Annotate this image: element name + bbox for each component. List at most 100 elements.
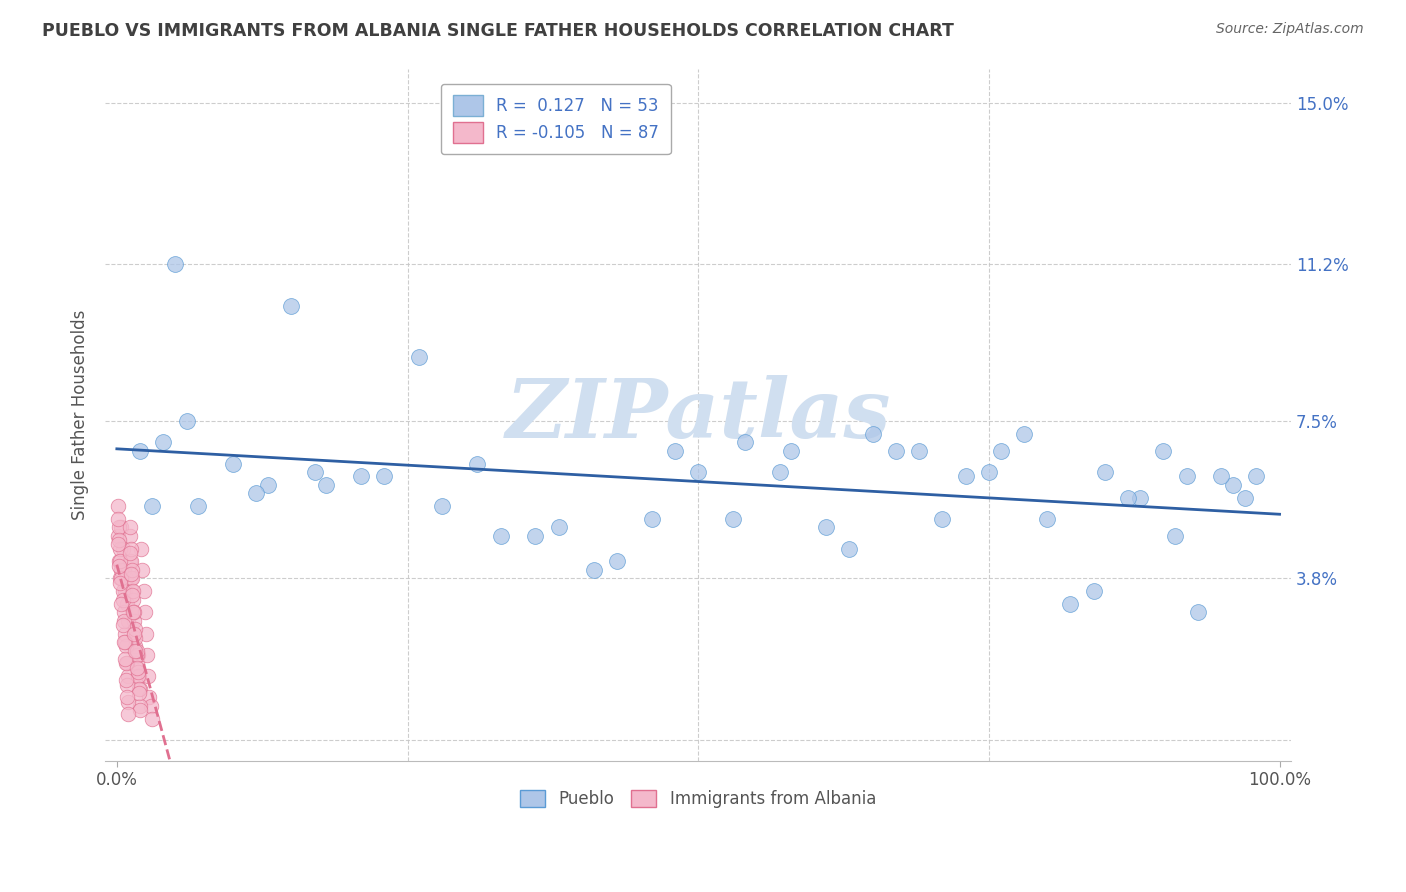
Point [1094, 465, 1116, 479]
Point [734, 435, 756, 450]
Point [124, 614, 146, 628]
Point [582, 563, 605, 577]
Point [124, 623, 146, 637]
Point [107, 537, 129, 551]
Point [124, 640, 146, 654]
Point [118, 546, 141, 560]
Point [489, 529, 512, 543]
Point [129, 541, 152, 556]
Point [547, 520, 569, 534]
Point [112, 614, 135, 628]
Point [118, 554, 141, 568]
Point [641, 512, 664, 526]
Point [115, 571, 138, 585]
Point [122, 592, 145, 607]
Point [117, 707, 139, 722]
Point [139, 698, 162, 713]
Point [524, 529, 547, 543]
Point [1246, 469, 1268, 483]
Point [606, 554, 628, 568]
Point [245, 486, 267, 500]
Point [121, 563, 143, 577]
Point [115, 657, 138, 671]
Point [129, 681, 152, 696]
Point [124, 626, 146, 640]
Point [124, 631, 146, 645]
Point [128, 669, 150, 683]
Point [780, 444, 803, 458]
Point [280, 300, 302, 314]
Point [114, 635, 136, 649]
Point [152, 435, 174, 450]
Point [118, 529, 141, 543]
Point [122, 606, 145, 620]
Point [257, 478, 280, 492]
Point [110, 554, 132, 568]
Point [187, 499, 209, 513]
Point [114, 626, 136, 640]
Point [134, 606, 156, 620]
Point [1118, 491, 1140, 505]
Point [408, 351, 430, 365]
Point [862, 426, 884, 441]
Legend: Pueblo, Immigrants from Albania: Pueblo, Immigrants from Albania [513, 783, 883, 815]
Point [107, 499, 129, 513]
Point [112, 563, 135, 577]
Point [315, 478, 337, 492]
Point [721, 512, 744, 526]
Text: Source: ZipAtlas.com: Source: ZipAtlas.com [1216, 22, 1364, 37]
Text: PUEBLO VS IMMIGRANTS FROM ALBANIA SINGLE FATHER HOUSEHOLDS CORRELATION CHART: PUEBLO VS IMMIGRANTS FROM ALBANIA SINGLE… [42, 22, 955, 40]
Point [115, 673, 138, 688]
Point [664, 444, 686, 458]
Point [108, 533, 131, 548]
Point [688, 465, 710, 479]
Point [141, 499, 163, 513]
Point [107, 529, 129, 543]
Point [111, 541, 134, 556]
Point [977, 465, 1000, 479]
Point [107, 512, 129, 526]
Point [111, 618, 134, 632]
Point [768, 465, 790, 479]
Point [120, 541, 142, 556]
Point [127, 648, 149, 662]
Point [120, 554, 142, 568]
Point [111, 584, 134, 599]
Point [121, 571, 143, 585]
Point [1129, 491, 1152, 505]
Point [117, 657, 139, 671]
Point [117, 690, 139, 705]
Point [110, 563, 132, 577]
Point [127, 665, 149, 679]
Point [135, 626, 157, 640]
Point [125, 660, 148, 674]
Point [110, 571, 132, 585]
Text: ZIPatlas: ZIPatlas [506, 375, 891, 455]
Point [110, 575, 132, 590]
Point [176, 414, 198, 428]
Point [118, 520, 141, 534]
Point [112, 606, 135, 620]
Point [114, 652, 136, 666]
Point [125, 643, 148, 657]
Point [931, 512, 953, 526]
Point [373, 469, 395, 483]
Point [1211, 469, 1233, 483]
Point [129, 698, 152, 713]
Point [838, 541, 860, 556]
Point [138, 690, 160, 705]
Point [955, 469, 977, 483]
Point [112, 635, 135, 649]
Point [108, 558, 131, 573]
Point [222, 457, 245, 471]
Point [114, 584, 136, 599]
Point [432, 499, 454, 513]
Point [1175, 469, 1198, 483]
Point [110, 571, 132, 585]
Point [111, 592, 134, 607]
Point [115, 640, 138, 654]
Point [127, 669, 149, 683]
Point [121, 588, 143, 602]
Point [1164, 529, 1187, 543]
Point [117, 695, 139, 709]
